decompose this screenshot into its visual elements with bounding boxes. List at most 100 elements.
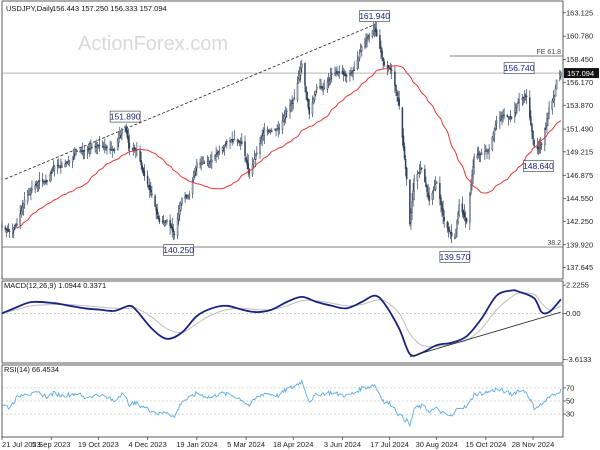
pivot-callout-box xyxy=(439,251,471,263)
candle-body xyxy=(207,161,210,164)
candle-body xyxy=(281,120,284,130)
candle-body xyxy=(342,72,345,75)
candle-body xyxy=(134,147,136,150)
candle-body xyxy=(443,216,445,222)
candle-body xyxy=(21,206,24,212)
candle-body xyxy=(320,87,322,90)
candle-body xyxy=(368,34,370,38)
rsi-panel: 70 50 30 xyxy=(1,364,574,438)
candle-body xyxy=(217,152,220,154)
candle-body xyxy=(523,96,526,99)
candle-body xyxy=(509,115,512,118)
candle-body xyxy=(252,161,255,166)
candle-body xyxy=(157,215,160,219)
candle-body xyxy=(432,189,435,192)
candle-body xyxy=(192,176,195,180)
x-tick-label: 15 Oct 2024 xyxy=(465,440,506,449)
candle-body xyxy=(237,140,240,142)
candle-body xyxy=(364,41,366,48)
pivot-callout-box xyxy=(503,62,535,74)
candle-body xyxy=(502,115,504,118)
candle-body xyxy=(424,169,426,183)
candle-body xyxy=(469,193,471,223)
candle-body xyxy=(488,148,490,152)
candle-body xyxy=(525,95,528,98)
candle-body xyxy=(462,210,465,215)
candle-body xyxy=(169,220,171,227)
candle-body xyxy=(555,79,558,90)
candle-body xyxy=(456,221,458,229)
candle-body xyxy=(455,229,457,238)
rsi-axis-tick-label: 70 xyxy=(566,383,574,392)
price-axis-tick-label: 137.645 xyxy=(566,263,593,272)
candle-body xyxy=(256,152,258,155)
price-axis-tick-label: 142.250 xyxy=(566,217,593,226)
candle-body xyxy=(283,115,286,121)
candle-body xyxy=(336,71,338,73)
candle-body xyxy=(548,107,550,115)
candle-body xyxy=(223,144,226,148)
candle-body xyxy=(241,141,243,144)
candle-body xyxy=(91,146,93,149)
candle-body xyxy=(261,136,263,139)
candle-body xyxy=(357,56,360,62)
pivot-callout-label: 140.250 xyxy=(163,245,194,255)
price-panel: 163.125 160.780 158.450 156.170 153.870 151.4… xyxy=(1,0,599,280)
x-tick-label: 5 Mar 2024 xyxy=(227,440,265,449)
price-axis-tick-label: 158.450 xyxy=(566,55,593,64)
candle-body xyxy=(480,152,483,155)
candle-body xyxy=(142,168,145,173)
candle-body xyxy=(365,39,367,44)
candle-body xyxy=(533,140,535,147)
candle-body xyxy=(335,72,337,75)
candle-body xyxy=(381,50,383,57)
candle-body xyxy=(337,72,339,75)
candle-body xyxy=(465,218,468,223)
candle-body xyxy=(148,184,151,190)
candle-body xyxy=(521,98,524,100)
candle-body xyxy=(96,145,99,147)
candle-body xyxy=(553,95,556,100)
candle-body xyxy=(195,167,197,172)
macd-line xyxy=(1,289,562,357)
price-axis-tick-label: 139.920 xyxy=(566,240,593,249)
pivot-callout-box xyxy=(163,244,194,256)
candle-body xyxy=(247,163,249,169)
candle-body xyxy=(218,150,221,153)
candle-body xyxy=(50,172,52,174)
candle-body xyxy=(139,150,141,162)
pivot-callout-box xyxy=(109,110,141,123)
candle-body xyxy=(540,143,543,145)
candle-body xyxy=(439,183,441,199)
candle-body xyxy=(298,73,301,80)
macd-axis-tick-label: 2.2255 xyxy=(566,281,589,290)
candle-body xyxy=(515,107,517,113)
candle-body xyxy=(46,179,48,183)
candle-body xyxy=(4,227,6,229)
candle-body xyxy=(244,141,246,157)
candle-body xyxy=(457,213,459,224)
candle-body xyxy=(286,110,288,113)
candle-body xyxy=(271,130,273,132)
candle-body xyxy=(413,178,415,192)
candle-body xyxy=(416,174,419,182)
candle-body xyxy=(75,152,77,156)
candle-body xyxy=(67,161,70,165)
rsi-panel-title: RSI(14) 66.4534 xyxy=(4,365,59,374)
candle-body xyxy=(259,142,261,154)
candle-body xyxy=(458,204,460,216)
candle-body xyxy=(398,98,400,107)
candle-body xyxy=(289,105,291,111)
price-trendline xyxy=(5,24,375,180)
price-axis-tick-label: 149.215 xyxy=(566,147,593,156)
macd-panel-frame xyxy=(1,280,564,364)
candle-body xyxy=(440,197,442,205)
pivot-callout-box xyxy=(523,160,554,172)
candle-body xyxy=(178,208,181,216)
moving-average-line xyxy=(16,65,562,229)
pivot-callout-label: 139.570 xyxy=(440,252,471,262)
candle-body xyxy=(284,113,287,118)
candles xyxy=(1,20,562,244)
candle-body xyxy=(59,165,61,169)
